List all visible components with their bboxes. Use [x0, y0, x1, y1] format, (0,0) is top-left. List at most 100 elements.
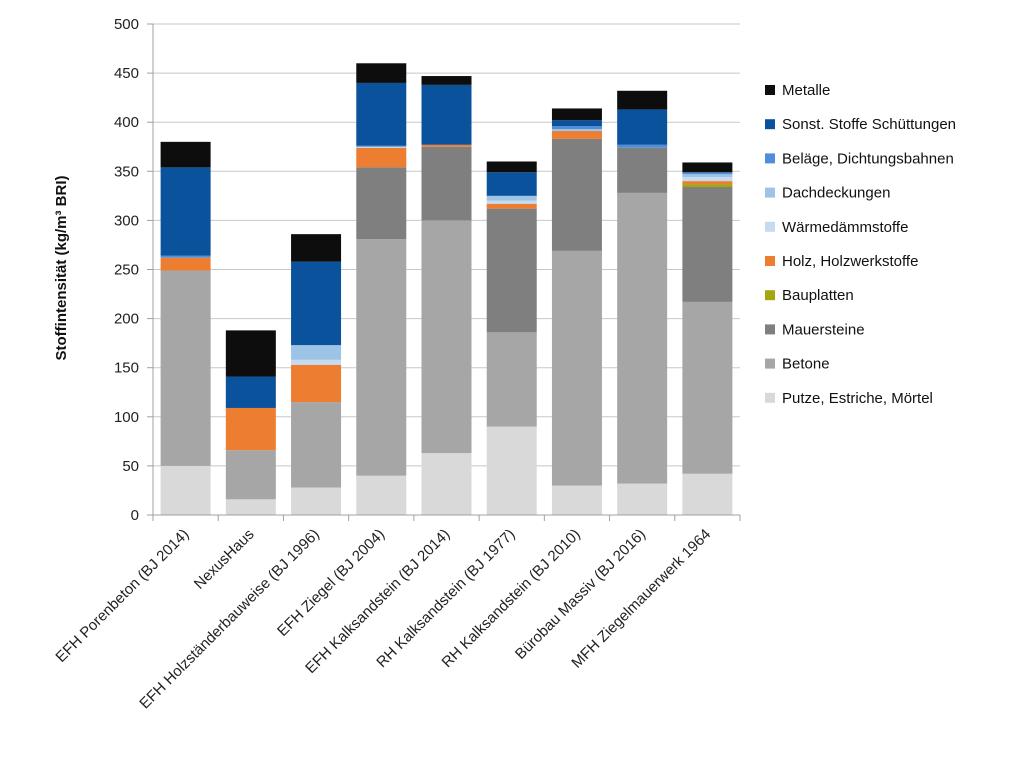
x-tick-label: NexusHaus: [191, 526, 258, 593]
bar-segment: [551, 108, 602, 121]
legend-swatch: [765, 324, 775, 335]
legend-label: Beläge, Dichtungsbahnen: [782, 150, 954, 167]
bar-segment: [551, 485, 602, 515]
bar-segment: [551, 120, 602, 127]
bar-segment: [225, 450, 276, 500]
bar-segment: [421, 144, 472, 147]
legend-swatch: [765, 392, 775, 403]
x-tick-label: RH Kalksandstein (BJ 2010): [439, 526, 584, 671]
bar-segment: [682, 181, 733, 185]
legend-label: Dachdeckungen: [782, 185, 890, 202]
legend-swatch: [765, 85, 775, 95]
y-axis-label: Stoffintensität (kg/m³ BRI): [53, 176, 70, 361]
bar-segment: [551, 129, 602, 132]
bar-segment: [160, 255, 211, 258]
legend-swatch: [765, 358, 775, 369]
bar-segment: [617, 144, 668, 148]
y-tick-label: 400: [114, 114, 139, 131]
bar-segment: [291, 364, 342, 403]
bar-segment: [682, 177, 733, 182]
y-tick-label: 450: [114, 65, 139, 82]
bar-segment: [551, 138, 602, 251]
x-tick-label: MFH Ziegelmauerwerk 1964: [568, 526, 714, 672]
bar-segment: [356, 63, 407, 83]
bar-segment: [160, 141, 211, 168]
x-tick-label: RH Kalksandstein (BJ 1977): [373, 526, 518, 671]
legend-swatch: [765, 221, 775, 232]
bar-segment: [421, 453, 472, 515]
bar-segment: [421, 76, 472, 85]
bar-segment: [682, 184, 733, 188]
bar-segment: [356, 145, 407, 147]
bar-segment: [486, 332, 537, 427]
y-tick-label: 0: [131, 507, 139, 524]
bar-segment: [356, 147, 407, 168]
bar-segment: [617, 109, 668, 145]
y-tick-label: 250: [114, 262, 139, 279]
bar-segment: [421, 84, 472, 145]
bar-segment: [225, 330, 276, 377]
legend-swatch: [765, 290, 775, 301]
bar-segment: [682, 174, 733, 178]
bar-segment: [356, 475, 407, 515]
bar-segment: [486, 208, 537, 333]
bar-segment: [356, 239, 407, 476]
legend-swatch: [765, 256, 775, 266]
bar-segment: [486, 203, 537, 209]
bar-segment: [551, 126, 602, 130]
bar-segment: [682, 301, 733, 474]
bar-segment: [160, 167, 211, 256]
y-tick-label: 500: [114, 16, 139, 33]
bar-segment: [486, 172, 537, 196]
legend-label: Wärmedämmstoffe: [782, 219, 908, 236]
bar-segment: [682, 187, 733, 302]
bar-segment: [617, 192, 668, 484]
y-tick-label: 150: [114, 360, 139, 377]
bar-segment: [617, 147, 668, 193]
bar-segment: [682, 172, 733, 175]
bar-segment: [486, 426, 537, 515]
bar-segment: [356, 82, 407, 146]
legend-label: Bauplatten: [782, 287, 854, 304]
bar-segment: [682, 473, 733, 515]
bar-segment: [356, 167, 407, 240]
bar-segment: [160, 257, 211, 271]
bar-segment: [291, 234, 342, 262]
bar-segment: [291, 345, 342, 360]
bar-segment: [682, 162, 733, 173]
y-tick-label: 200: [114, 311, 139, 328]
legend-label: Holz, Holzwerkstoffe: [782, 253, 918, 270]
bar-segment: [225, 376, 276, 408]
bar-segment: [551, 131, 602, 139]
axes: [147, 23, 741, 521]
bar-segment: [617, 90, 668, 110]
legend-swatch: [765, 187, 775, 198]
bar-segment: [421, 220, 472, 454]
legend-label: Sonst. Stoffe Schüttungen: [782, 116, 956, 133]
legend-label: Mauersteine: [782, 321, 865, 338]
bar-segment: [225, 499, 276, 515]
y-tick-label: 300: [114, 212, 139, 229]
bar-segment: [225, 407, 276, 451]
bar-segment: [356, 146, 407, 148]
y-tick-label: 50: [122, 458, 139, 475]
bar-segment: [617, 483, 668, 515]
bar-segment: [486, 161, 537, 173]
bars: [160, 63, 733, 515]
legend-swatch: [765, 153, 775, 164]
bar-segment: [291, 261, 342, 346]
x-tick-label: EFH Porenbeton (BJ 2014): [52, 526, 192, 666]
legend-label: Betone: [782, 356, 830, 373]
x-tick-label: EFH Ziegel (BJ 2004): [274, 526, 388, 640]
legend-label: Metalle: [782, 82, 830, 99]
y-tick-label: 100: [114, 409, 139, 426]
bar-segment: [421, 146, 472, 221]
x-tick-label: Bürobau Massiv (BJ 2016): [512, 526, 649, 663]
bar-segment: [291, 402, 342, 488]
bar-segment: [291, 359, 342, 365]
legend: Metalle Sonst. Stoffe Schüttungen Beläge, …: [765, 82, 956, 407]
legend-swatch: [765, 119, 775, 130]
y-tick-labels: 0 50 100 150 200 250 300 350 400 450 500: [114, 16, 139, 524]
